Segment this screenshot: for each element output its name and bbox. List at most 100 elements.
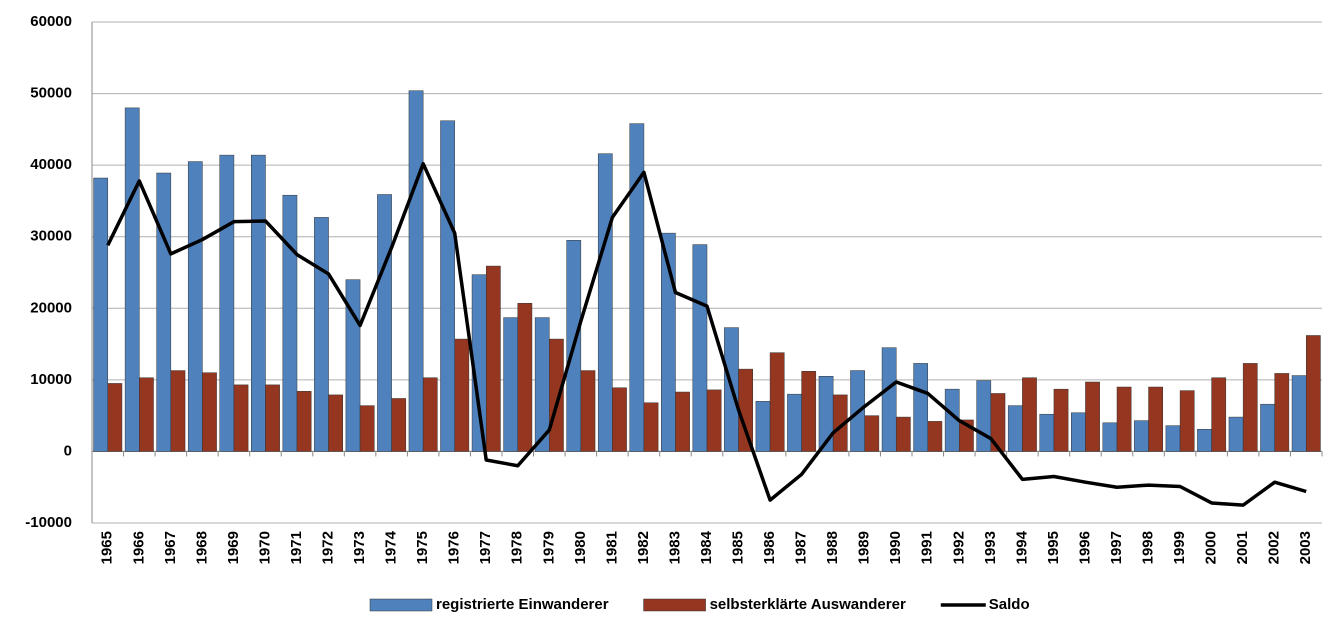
bar	[1179, 390, 1195, 452]
x-tick-label: 1967	[162, 531, 179, 564]
y-tick-label: 30000	[30, 228, 72, 245]
x-tick-label: 1998	[1140, 531, 1157, 564]
y-tick-label: 20000	[30, 299, 72, 316]
bar	[296, 391, 312, 452]
x-tick-label: 1992	[950, 531, 967, 564]
bar	[597, 153, 613, 452]
x-tick-label: 1987	[793, 531, 810, 564]
bar	[251, 154, 266, 452]
x-tick-label: 1999	[1171, 531, 1188, 564]
bar	[187, 161, 203, 452]
bar	[1134, 420, 1149, 452]
y-tick-label: 0	[64, 442, 72, 459]
legend-swatch	[369, 598, 433, 612]
x-tick-label: 1970	[256, 531, 273, 564]
x-tick-label: 2001	[1234, 531, 1251, 564]
bar	[913, 363, 929, 452]
y-tick-label: 40000	[30, 156, 72, 173]
bar	[864, 415, 880, 452]
bar	[124, 107, 140, 452]
x-tick-label: 2000	[1203, 531, 1220, 564]
bar	[976, 380, 992, 452]
x-tick-label: 1982	[635, 531, 652, 564]
legend-label: registrierte Einwanderer	[436, 596, 609, 613]
bar	[422, 377, 438, 452]
bar	[612, 387, 627, 452]
legend-swatch	[643, 598, 706, 612]
bar	[1197, 428, 1212, 452]
bar	[93, 177, 109, 452]
x-tick-label: 1978	[509, 531, 526, 564]
bar	[661, 232, 676, 452]
bar	[503, 317, 519, 452]
bar	[1228, 416, 1244, 452]
x-tick-label: 1997	[1108, 531, 1125, 564]
x-tick-label: 1971	[288, 531, 305, 564]
bar	[1116, 386, 1132, 452]
bar	[314, 217, 329, 452]
bar	[1007, 405, 1023, 452]
bar	[895, 416, 911, 452]
x-tick-label: 1966	[130, 531, 147, 564]
bar	[990, 393, 1006, 452]
x-tick-label: 1995	[1045, 531, 1062, 564]
bar	[629, 123, 645, 452]
bar	[580, 370, 596, 452]
bar	[1085, 381, 1100, 452]
x-tick-label: 1996	[1076, 531, 1093, 564]
x-tick-label: 1973	[351, 531, 368, 564]
legend-label: Saldo	[989, 596, 1030, 613]
x-tick-label: 1994	[1013, 530, 1030, 564]
bar	[881, 347, 897, 452]
x-tick-label: 1991	[919, 531, 936, 564]
x-tick-label: 1972	[320, 531, 337, 564]
bar	[549, 338, 564, 452]
bar	[359, 405, 375, 452]
bar	[1148, 386, 1163, 452]
bar	[1242, 363, 1258, 452]
x-tick-label: 1993	[982, 531, 999, 564]
x-tick-label: 1975	[414, 531, 431, 564]
bar	[1165, 425, 1181, 452]
bar	[139, 377, 154, 452]
x-tick-label: 1980	[572, 531, 589, 564]
bar	[692, 244, 708, 452]
bar	[107, 383, 123, 452]
x-tick-label: 1981	[603, 531, 620, 564]
y-tick-label: 50000	[30, 85, 72, 102]
bar	[1039, 413, 1055, 452]
x-tick-label: 1974	[383, 530, 400, 564]
bar	[517, 303, 533, 452]
line	[106, 161, 1307, 507]
bar	[787, 393, 802, 452]
x-tick-label: 1985	[730, 531, 747, 564]
bar	[1260, 403, 1275, 452]
bar	[1071, 412, 1086, 452]
x-tick-label: 1986	[761, 531, 778, 564]
x-tick-label: 1983	[666, 531, 683, 564]
x-tick-label: 1984	[698, 530, 715, 564]
bar	[377, 194, 392, 452]
bar	[328, 394, 343, 452]
x-tick-label: 1990	[887, 531, 904, 564]
x-tick-label: 1976	[446, 531, 463, 564]
y-tick-label: 60000	[30, 13, 72, 30]
bar	[738, 368, 753, 452]
bar	[1053, 388, 1069, 452]
legend-label: selbsterklärte Auswanderer	[710, 596, 906, 613]
bar	[643, 402, 659, 452]
x-tick-label: 2003	[1297, 531, 1314, 564]
x-tick-label: 1969	[225, 531, 242, 564]
bar	[1102, 422, 1118, 452]
bar	[265, 384, 280, 452]
bar	[485, 265, 501, 452]
bar	[769, 352, 785, 452]
x-tick-label: 1977	[477, 531, 494, 564]
bar	[219, 154, 235, 452]
bar	[675, 391, 690, 452]
bar	[408, 90, 424, 452]
x-tick-label: 1968	[193, 531, 210, 564]
bar	[440, 120, 455, 452]
